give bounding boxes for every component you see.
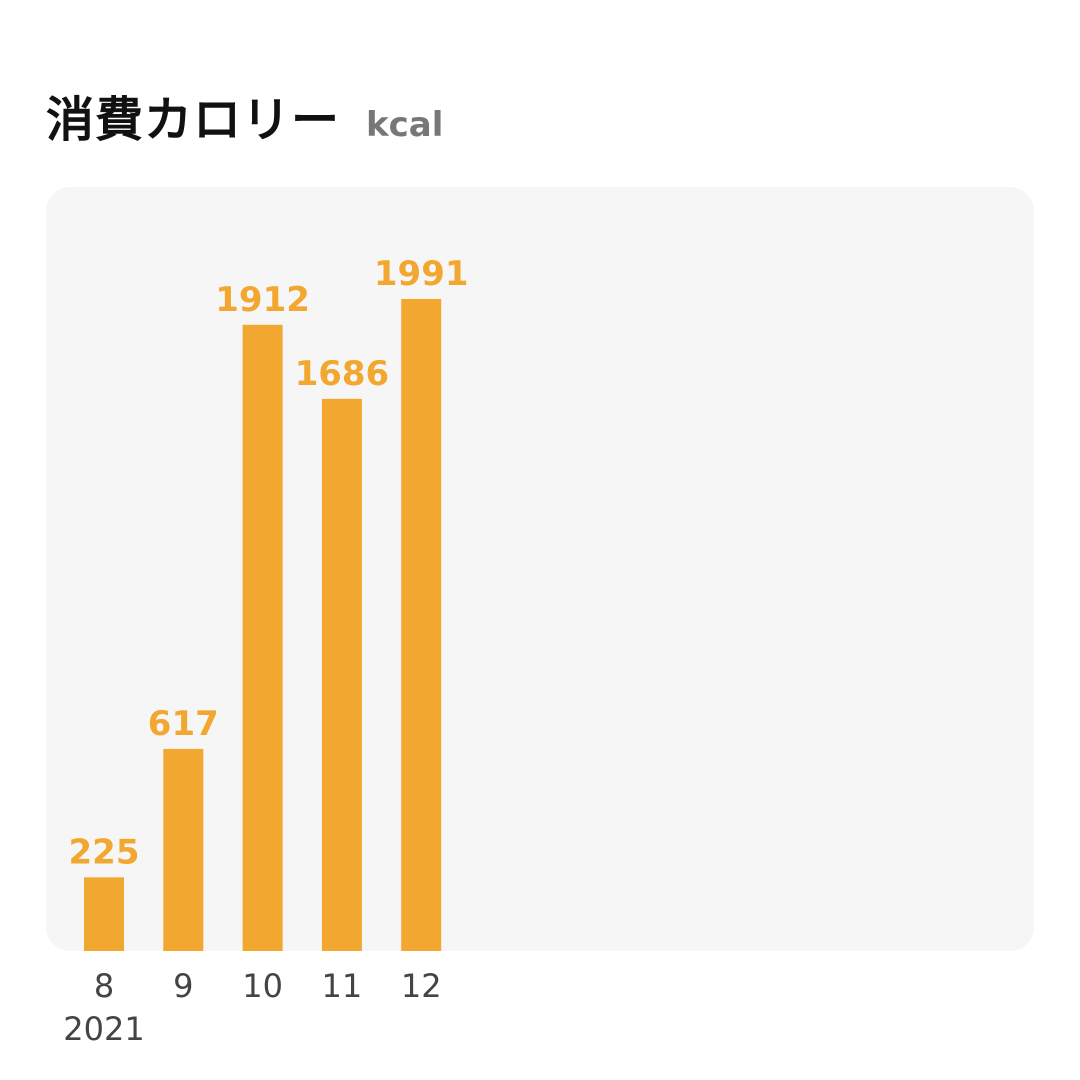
- tick-label-12: 12: [401, 967, 442, 1005]
- chart-header: 消費カロリー kcal: [46, 80, 443, 150]
- tick-labels-group: 8 9 10 11 12: [94, 967, 442, 1005]
- value-label-10: 1912: [215, 280, 310, 320]
- year-tick-label: 2021: [63, 1010, 144, 1048]
- value-label-9: 617: [148, 704, 219, 744]
- bar-12: [401, 298, 442, 951]
- tick-label-10: 10: [242, 967, 283, 1005]
- chart-title: 消費カロリー: [46, 92, 341, 148]
- value-label-8: 225: [69, 832, 140, 872]
- tick-label-11: 11: [322, 967, 363, 1005]
- bar-9: [163, 748, 204, 951]
- bars-group: [84, 298, 442, 952]
- value-labels-group: 225 617 1912 1686 1991: [69, 254, 469, 872]
- tick-label-9: 9: [173, 967, 193, 1005]
- unit-label: kcal: [366, 105, 444, 145]
- value-label-12: 1991: [374, 254, 469, 294]
- bar-11: [321, 398, 362, 952]
- bar-10: [242, 324, 283, 951]
- tick-label-8: 8: [94, 967, 114, 1005]
- value-label-11: 1686: [295, 354, 390, 394]
- bar-8: [84, 877, 124, 951]
- chart-panel: [46, 187, 1034, 951]
